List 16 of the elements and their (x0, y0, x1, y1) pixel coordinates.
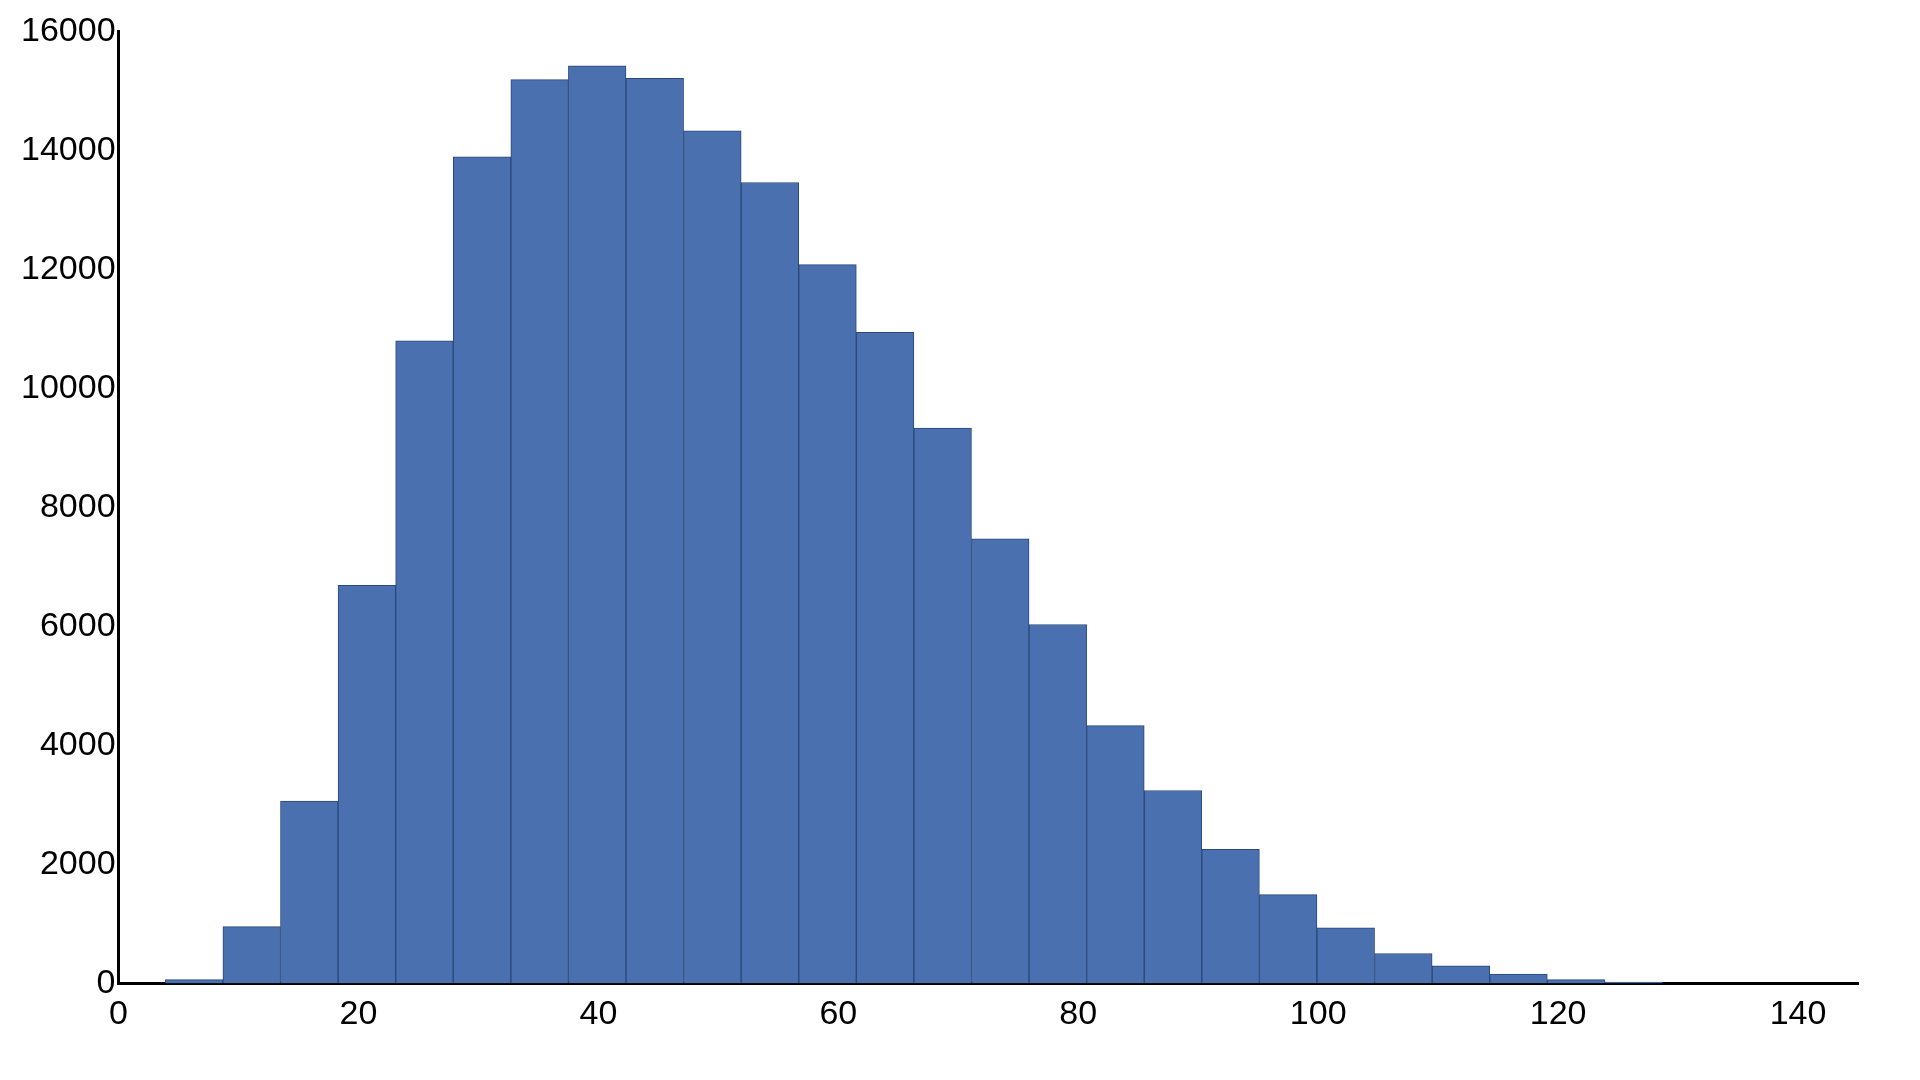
y-tick-label: 2000 (39, 842, 116, 881)
y-tick-label: 10000 (21, 366, 116, 405)
y-tick-label: 0 (96, 961, 116, 1000)
y-tick-label: 14000 (21, 128, 116, 167)
x-tick-label: 80 (1059, 992, 1098, 1031)
x-tick-label: 20 (339, 992, 378, 1031)
x-tick-label: 100 (1289, 992, 1347, 1031)
y-tick-label: 6000 (39, 604, 116, 643)
x-tick-label: 40 (579, 992, 618, 1031)
x-tick-label: 60 (819, 992, 858, 1031)
y-tick-label: 8000 (39, 485, 116, 524)
x-tick-label: 140 (1769, 992, 1827, 1031)
x-tick-label: 120 (1529, 992, 1587, 1031)
y-tick-label: 16000 (21, 9, 116, 48)
y-tick-label: 4000 (39, 723, 116, 762)
y-tick-label: 12000 (21, 247, 116, 286)
